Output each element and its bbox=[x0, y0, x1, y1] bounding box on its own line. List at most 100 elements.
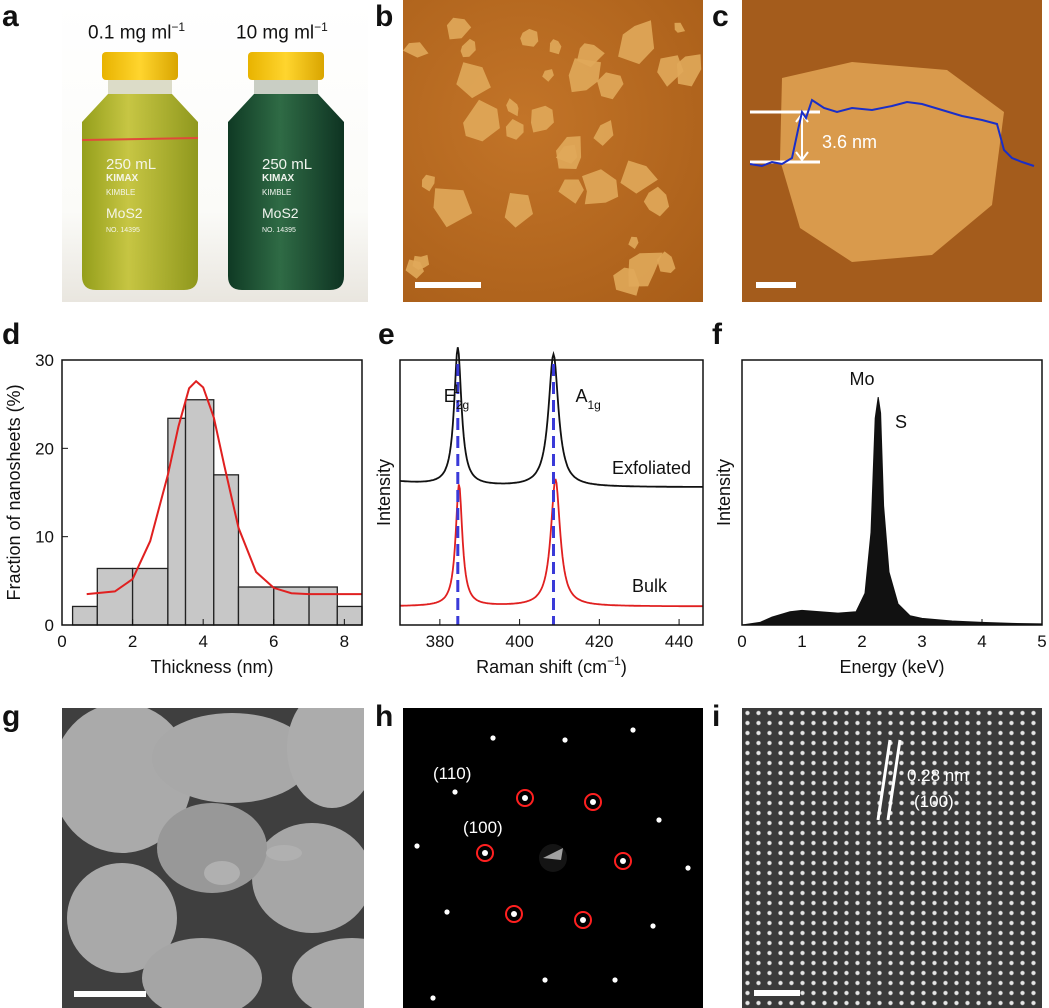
hrtem-lattice-image: 0.28 nm (100) bbox=[742, 708, 1042, 1008]
histogram-bar bbox=[131, 567, 169, 626]
flake bbox=[520, 28, 539, 47]
x-tick-label: 1 bbox=[797, 632, 806, 651]
peak-label-mo: Mo bbox=[849, 369, 874, 389]
panel-letter-d: d bbox=[2, 318, 21, 351]
flake bbox=[674, 22, 686, 33]
scale-bar bbox=[756, 282, 796, 288]
flake bbox=[582, 169, 619, 205]
lattice-spacing-label: 0.28 nm bbox=[907, 766, 969, 785]
bottle-left-text: 250 mL KIMAX KIMBLE MoS2 NO. 14395 bbox=[106, 156, 157, 234]
panel-letter-i: i bbox=[712, 700, 721, 733]
afm-overview-image bbox=[403, 0, 703, 302]
diffraction-spot bbox=[630, 727, 636, 733]
x-tick-label: 4 bbox=[977, 632, 986, 651]
flake bbox=[460, 38, 476, 58]
lattice-plane-label: (100) bbox=[914, 792, 954, 811]
flake bbox=[618, 20, 655, 65]
flake bbox=[506, 98, 519, 117]
diffraction-spot bbox=[590, 799, 596, 805]
scale-bar bbox=[415, 282, 481, 288]
histogram-bar bbox=[96, 567, 134, 626]
flake bbox=[456, 62, 491, 99]
bottle-right-label: 10 mg ml−1 bbox=[236, 20, 328, 44]
raman-series-line bbox=[399, 347, 703, 488]
tem-image bbox=[62, 708, 364, 1008]
edx-spectrum-area bbox=[741, 397, 1043, 626]
diffraction-pattern: (110) (100) bbox=[403, 708, 703, 1008]
flake bbox=[656, 251, 676, 273]
spot-highlight-ring bbox=[614, 852, 632, 870]
y-tick-label: 0 bbox=[45, 616, 54, 635]
flake bbox=[463, 99, 500, 142]
bottle-right-text: 250 mL KIMAX KIMBLE MoS2 NO. 14395 bbox=[262, 156, 313, 234]
diffraction-spot bbox=[620, 858, 626, 864]
diffraction-spot bbox=[490, 735, 496, 741]
diffraction-spot bbox=[542, 977, 548, 983]
x-tick-label: 0 bbox=[57, 632, 66, 651]
series-label-exfoliated: Exfoliated bbox=[612, 458, 691, 478]
x-axis-label: Raman shift (cm−1) bbox=[476, 654, 627, 677]
plot-frame bbox=[61, 359, 363, 626]
x-tick-label: 0 bbox=[737, 632, 746, 651]
histogram-bar bbox=[71, 605, 98, 626]
peak-label-s: S bbox=[895, 412, 907, 432]
lattice-lines bbox=[876, 739, 902, 821]
x-axis-label: Thickness (nm) bbox=[150, 657, 273, 677]
histogram-bar bbox=[167, 417, 187, 626]
histogram-bar bbox=[336, 605, 363, 626]
flake bbox=[504, 193, 533, 228]
flake bbox=[549, 39, 562, 55]
afm-single-flake-image: 3.6 nm bbox=[742, 0, 1042, 302]
flake bbox=[628, 236, 639, 249]
histogram-bar bbox=[213, 474, 240, 626]
panel-letter-h: h bbox=[375, 700, 394, 733]
x-tick-label: 420 bbox=[585, 632, 613, 651]
beam-stop bbox=[543, 848, 563, 860]
y-tick-label: 30 bbox=[35, 351, 54, 370]
x-tick-label: 5 bbox=[1037, 632, 1046, 651]
y-axis-label: Intensity bbox=[714, 459, 734, 526]
bottles-illustration bbox=[81, 52, 344, 290]
diffraction-spot bbox=[482, 850, 488, 856]
x-tick-label: 2 bbox=[857, 632, 866, 651]
raman-spectra: 380 400 420 440 E2g1 A1g Exfoliated Bulk Raman s… bbox=[374, 347, 704, 677]
diffraction-spot bbox=[452, 789, 458, 795]
flake bbox=[676, 54, 702, 87]
y-tick-label: 20 bbox=[35, 439, 54, 458]
y-axis-label: Intensity bbox=[374, 459, 394, 526]
x-tick-label: 380 bbox=[426, 632, 454, 651]
flake bbox=[597, 72, 624, 100]
panel-letter-f: f bbox=[712, 318, 722, 351]
edx-spectrum: 0 1 2 3 4 5 Mo S Energy (keV) Intensity bbox=[714, 359, 1047, 677]
x-axis-label: Energy (keV) bbox=[839, 657, 944, 677]
scale-bar bbox=[754, 990, 800, 996]
panel-letter-a: a bbox=[2, 0, 19, 33]
panel-letter-g: g bbox=[2, 700, 21, 733]
x-tick-label: 2 bbox=[128, 632, 137, 651]
diffraction-spot bbox=[444, 909, 450, 915]
histogram-bar bbox=[237, 586, 275, 626]
spot-label-100: (100) bbox=[463, 818, 503, 837]
flake bbox=[643, 186, 670, 217]
x-tick-label: 440 bbox=[665, 632, 693, 651]
peak-label-e2g: E2g1 bbox=[444, 382, 469, 412]
x-tick-label: 3 bbox=[917, 632, 926, 651]
x-tick-label: 6 bbox=[269, 632, 278, 651]
spot-highlight-ring bbox=[505, 905, 523, 923]
height-annotation: 3.6 nm bbox=[822, 132, 878, 152]
flake bbox=[412, 254, 430, 270]
bottles-photo: 0.1 mg ml−1 10 mg ml−1 250 mL KIMAX KIMB… bbox=[62, 0, 368, 302]
flake bbox=[403, 42, 429, 58]
series-label-bulk: Bulk bbox=[632, 576, 668, 596]
diffraction-spot bbox=[650, 923, 656, 929]
height-profile-line bbox=[749, 98, 1035, 168]
x-tick-label: 4 bbox=[198, 632, 207, 651]
flake bbox=[433, 188, 473, 228]
x-tick-label: 400 bbox=[505, 632, 533, 651]
diffraction-spot bbox=[430, 995, 436, 1001]
flake bbox=[558, 179, 584, 204]
diffraction-spots bbox=[414, 727, 691, 1001]
plot-frame bbox=[741, 359, 1043, 626]
panel-letter-b: b bbox=[375, 0, 394, 33]
y-tick-label: 10 bbox=[35, 528, 54, 547]
